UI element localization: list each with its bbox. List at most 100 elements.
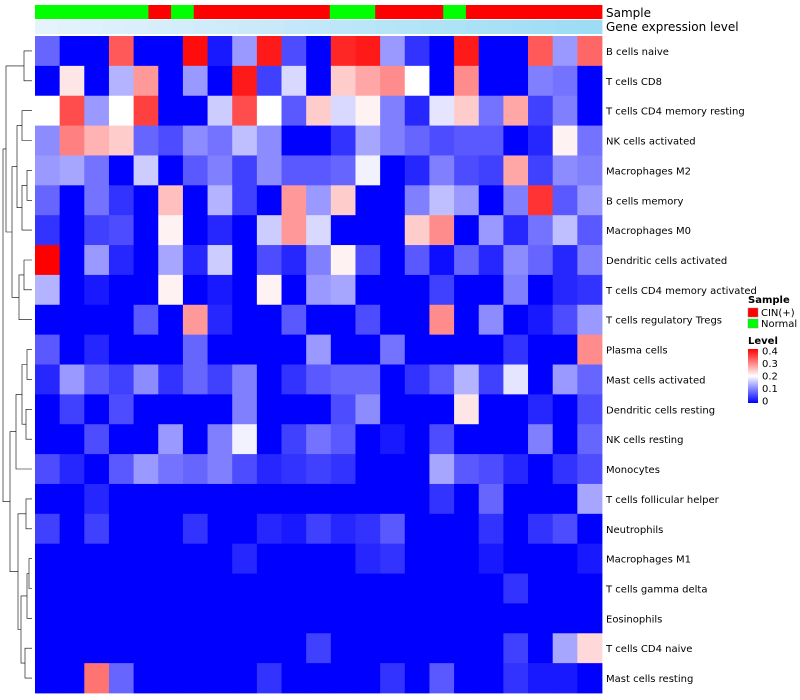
heatmap-cell xyxy=(429,483,455,515)
dendrogram-branch xyxy=(21,110,32,141)
heatmap-cell xyxy=(528,573,554,604)
heatmap-cell xyxy=(380,36,406,67)
heatmap-cell xyxy=(84,633,110,664)
heatmap-cell xyxy=(158,155,184,186)
heatmap-cell xyxy=(404,424,430,455)
heatmap-cell xyxy=(404,274,430,306)
expression-track-cell xyxy=(465,20,489,34)
sample-track-cell xyxy=(352,5,376,19)
heatmap-cell xyxy=(35,424,61,455)
expression-track-cell xyxy=(35,20,59,34)
heatmap-cell xyxy=(84,125,110,156)
heatmap-cell xyxy=(478,483,504,515)
heatmap-cell xyxy=(478,65,504,97)
heatmap-cell xyxy=(281,603,307,634)
legend-level-tick: 0.3 xyxy=(762,359,778,370)
heatmap-cell xyxy=(108,155,135,186)
heatmap-cell xyxy=(552,245,578,276)
heatmap-cell xyxy=(306,663,332,694)
heatmap-cell xyxy=(306,633,332,664)
heatmap-cell xyxy=(84,364,110,395)
legend-level-colorbar xyxy=(748,349,758,403)
heatmap-cell xyxy=(84,663,110,694)
heatmap-cell xyxy=(528,245,554,276)
heatmap-cell xyxy=(35,185,61,216)
heatmap-cell xyxy=(256,573,282,604)
expression-track-cell xyxy=(239,20,263,34)
heatmap-cell xyxy=(429,543,455,574)
heatmap-cell xyxy=(256,155,282,186)
heatmap-cell xyxy=(380,304,406,336)
heatmap-cell xyxy=(330,155,356,186)
heatmap-cell xyxy=(404,663,430,694)
heatmap-cell xyxy=(478,155,504,186)
dendrogram-branch xyxy=(25,409,32,440)
heatmap-cell xyxy=(281,95,307,126)
heatmap-cell xyxy=(503,454,529,485)
heatmap-cell xyxy=(256,603,282,634)
sample-track-cell xyxy=(465,5,489,19)
heatmap-cell xyxy=(108,543,135,574)
heatmap-cell xyxy=(59,454,85,485)
heatmap-cell xyxy=(281,663,307,694)
heatmap-cell xyxy=(59,513,85,545)
heatmap-cell xyxy=(133,36,159,67)
heatmap-cell xyxy=(182,394,208,425)
heatmap-cell xyxy=(306,424,332,455)
heatmap-cell xyxy=(355,424,381,455)
heatmap-cell xyxy=(158,185,184,216)
sample-track-cell xyxy=(443,5,467,19)
heatmap-cell xyxy=(108,573,135,604)
heatmap-cell xyxy=(207,633,233,664)
heatmap-cell xyxy=(503,155,529,186)
expression-track-cell xyxy=(533,20,558,34)
dendrogram-branch xyxy=(11,166,19,298)
heatmap-cell xyxy=(503,633,529,664)
legend-cin-label: CIN(+) xyxy=(761,308,795,319)
heatmap-cell xyxy=(503,543,529,574)
heatmap-cell xyxy=(35,215,61,246)
heatmap-cell xyxy=(84,215,110,246)
heatmap-cell xyxy=(59,603,85,634)
heatmap-cell xyxy=(35,483,61,515)
heatmap-cell xyxy=(404,215,430,246)
heatmap-cell xyxy=(281,36,307,67)
heatmap-cell xyxy=(133,334,159,365)
heatmap-cell xyxy=(158,36,184,67)
heatmap-cell xyxy=(330,513,356,545)
heatmap-cell xyxy=(577,543,603,574)
heatmap-cell xyxy=(404,513,430,545)
heatmap-cell xyxy=(158,603,184,634)
heatmap-cell xyxy=(577,155,603,186)
dendrogram-branch xyxy=(26,170,32,201)
heatmap-cell xyxy=(380,364,406,395)
heatmap-cell xyxy=(429,663,455,694)
legend-normal-swatch xyxy=(747,318,759,329)
heatmap-cell xyxy=(454,185,480,216)
heatmap-cell xyxy=(528,155,554,186)
heatmap-cell xyxy=(84,454,110,485)
dendrogram-branch xyxy=(2,148,10,502)
heatmap-cell xyxy=(528,274,554,306)
heatmap-cell xyxy=(158,543,184,574)
row-label: Monocytes xyxy=(606,465,660,476)
heatmap-cell xyxy=(158,633,184,664)
heatmap-cell xyxy=(232,424,258,455)
heatmap-cell xyxy=(84,95,110,126)
sample-track-cell xyxy=(148,5,172,19)
heatmap-cell xyxy=(355,215,381,246)
heatmap-cell xyxy=(330,633,356,664)
heatmap-cell xyxy=(454,304,480,336)
heatmap-cell xyxy=(232,364,258,395)
heatmap-cell xyxy=(158,334,184,365)
heatmap-cell xyxy=(207,394,233,425)
row-label: Dendritic cells resting xyxy=(606,405,715,416)
heatmap-cell xyxy=(330,65,356,97)
heatmap-cell xyxy=(182,454,208,485)
heatmap-cell xyxy=(133,573,159,604)
heatmap-cell xyxy=(577,603,603,634)
sample-track-cell xyxy=(375,5,399,19)
heatmap-cell xyxy=(256,36,282,67)
heatmap-cell xyxy=(380,543,406,574)
legend-level-tick: 0.2 xyxy=(762,372,778,383)
